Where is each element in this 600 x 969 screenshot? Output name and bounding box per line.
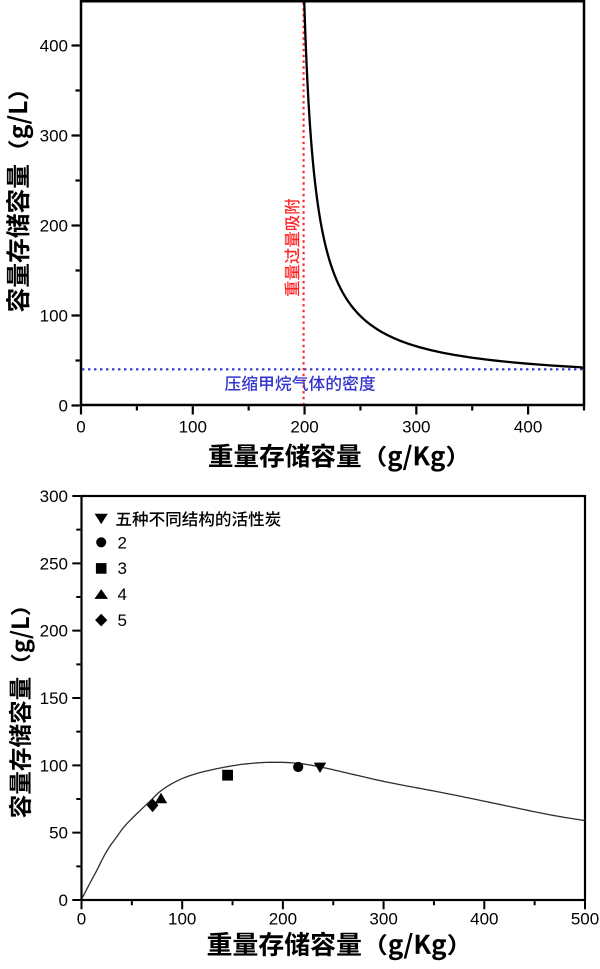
svg-text:0: 0 xyxy=(59,891,68,910)
svg-text:300: 300 xyxy=(40,127,68,146)
svg-text:0: 0 xyxy=(76,418,85,437)
svg-text:200: 200 xyxy=(40,217,68,236)
svg-text:400: 400 xyxy=(470,909,498,928)
svg-text:300: 300 xyxy=(369,909,397,928)
svg-text:100: 100 xyxy=(168,909,196,928)
svg-text:300: 300 xyxy=(402,418,430,437)
svg-text:200: 200 xyxy=(290,418,318,437)
svg-text:400: 400 xyxy=(514,418,542,437)
svg-text:0: 0 xyxy=(77,909,86,928)
svg-text:3: 3 xyxy=(118,559,127,578)
svg-text:300: 300 xyxy=(40,487,68,506)
svg-text:250: 250 xyxy=(40,554,68,573)
svg-text:150: 150 xyxy=(40,689,68,708)
svg-text:100: 100 xyxy=(40,307,68,326)
svg-text:200: 200 xyxy=(40,622,68,641)
svg-text:4: 4 xyxy=(118,585,127,604)
svg-text:400: 400 xyxy=(40,37,68,56)
svg-text:200: 200 xyxy=(269,909,297,928)
svg-text:500: 500 xyxy=(571,909,599,928)
svg-text:2: 2 xyxy=(118,533,127,552)
svg-text:100: 100 xyxy=(179,418,207,437)
svg-text:5: 5 xyxy=(118,611,127,630)
svg-text:0: 0 xyxy=(59,397,68,416)
svg-text:100: 100 xyxy=(40,756,68,775)
svg-text:50: 50 xyxy=(49,824,68,843)
